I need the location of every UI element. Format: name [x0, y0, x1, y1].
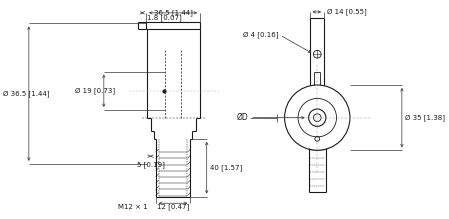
Text: Ø 36.5 [1.44]: Ø 36.5 [1.44] [3, 90, 49, 97]
Text: 40 [1.57]: 40 [1.57] [210, 164, 242, 171]
Text: Ø 35 [1.38]: Ø 35 [1.38] [405, 114, 445, 121]
Text: Ø 14 [0.55]: Ø 14 [0.55] [327, 9, 367, 15]
Text: ØD: ØD [236, 113, 248, 122]
Text: M12 × 1: M12 × 1 [118, 204, 148, 210]
Text: Ø 4 [0.16]: Ø 4 [0.16] [243, 32, 279, 38]
Text: 36.5 [1.44]: 36.5 [1.44] [154, 9, 193, 16]
Text: 5 [0.19]: 5 [0.19] [136, 161, 164, 168]
Text: 1.8 [0.07]: 1.8 [0.07] [147, 14, 182, 21]
Text: Ø 19 [0.73]: Ø 19 [0.73] [75, 87, 115, 94]
Text: 12 [0.47]: 12 [0.47] [157, 203, 189, 210]
